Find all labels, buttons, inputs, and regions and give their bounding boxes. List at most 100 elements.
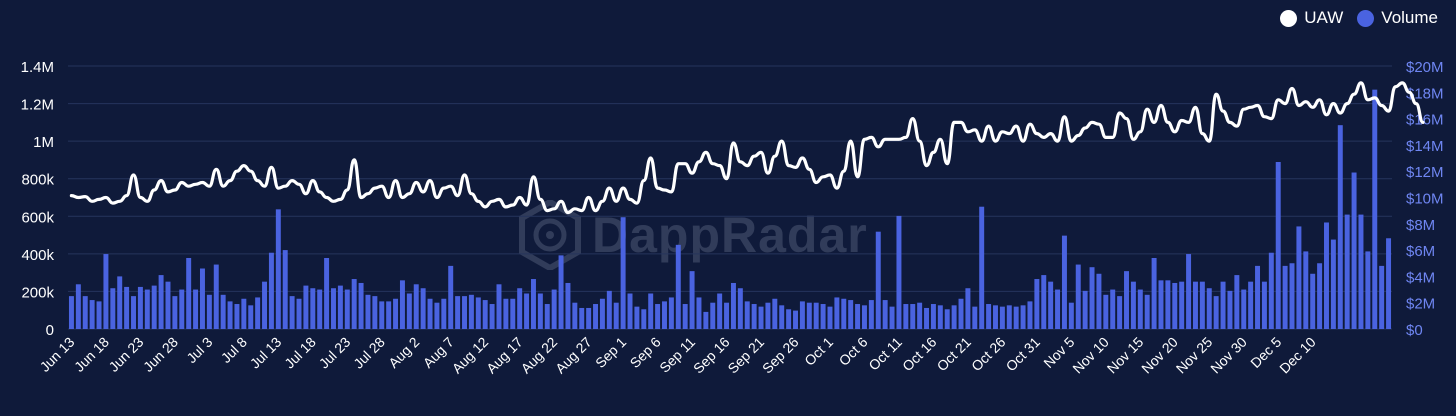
volume-bar bbox=[1330, 239, 1336, 329]
volume-bar bbox=[848, 300, 854, 329]
volume-bar bbox=[317, 289, 323, 329]
volume-bar bbox=[1296, 226, 1302, 329]
volume-bar bbox=[510, 298, 516, 329]
x-axis-tick-label: Dec 10 bbox=[1276, 334, 1319, 377]
x-axis-tick-label: Oct 11 bbox=[865, 334, 905, 374]
uaw-line bbox=[69, 81, 1425, 215]
legend-item-uaw[interactable]: UAW bbox=[1280, 8, 1343, 28]
volume-bar bbox=[786, 309, 792, 329]
volume-bar bbox=[358, 282, 364, 329]
volume-bar bbox=[917, 302, 923, 329]
volume-bar bbox=[1337, 125, 1343, 329]
x-axis-tick-label: Sep 11 bbox=[656, 334, 698, 376]
x-axis-tick-label: Sep 16 bbox=[690, 334, 733, 377]
volume-bar bbox=[1365, 251, 1371, 329]
x-axis-tick-label: Jul 3 bbox=[183, 334, 215, 366]
volume-bar bbox=[462, 296, 467, 329]
volume-legend-dot bbox=[1357, 9, 1375, 27]
volume-bar bbox=[1282, 265, 1288, 329]
volume-bar bbox=[1096, 273, 1102, 329]
volume-bar bbox=[331, 288, 336, 329]
volume-bar bbox=[1261, 281, 1267, 329]
volume-bar bbox=[875, 231, 881, 329]
volume-bar bbox=[641, 309, 647, 329]
legend-item-volume[interactable]: Volume bbox=[1357, 8, 1438, 28]
volume-bar bbox=[565, 282, 571, 329]
volume-bar bbox=[1248, 281, 1254, 329]
volume-bar bbox=[751, 304, 757, 329]
volume-bar bbox=[213, 264, 219, 329]
volume-bar bbox=[1172, 282, 1178, 329]
volume-bar bbox=[910, 304, 916, 329]
x-axis-tick-label: Oct 16 bbox=[899, 334, 940, 375]
volume-bar bbox=[662, 301, 667, 329]
volume-bar bbox=[441, 298, 447, 329]
volume-bar bbox=[813, 302, 819, 329]
volume-bar bbox=[799, 301, 805, 329]
volume-bar bbox=[979, 206, 985, 329]
volume-bar bbox=[1048, 281, 1054, 329]
volume-bar bbox=[827, 306, 833, 329]
volume-bar bbox=[1213, 296, 1219, 329]
volume-bar bbox=[606, 290, 612, 329]
volume-bar bbox=[420, 288, 426, 329]
volume-bar bbox=[268, 252, 274, 329]
volume-bar bbox=[186, 257, 192, 329]
volume-bar bbox=[820, 304, 826, 329]
x-axis-tick-label: Oct 31 bbox=[1003, 334, 1044, 375]
volume-bar bbox=[227, 301, 233, 329]
volume-bar bbox=[1275, 161, 1281, 329]
volume-bar bbox=[206, 294, 212, 329]
left-axis-tick-label: 0 bbox=[46, 322, 54, 339]
volume-bar bbox=[1151, 257, 1157, 329]
volume-bar bbox=[648, 293, 654, 329]
volume-bar bbox=[1055, 289, 1061, 329]
volume-bar bbox=[517, 288, 523, 329]
volume-bar bbox=[793, 310, 798, 329]
volume-bar bbox=[1344, 214, 1350, 329]
left-axis-tick-label: 1.4M bbox=[21, 59, 54, 76]
volume-bar bbox=[1289, 263, 1295, 329]
volume-bar bbox=[730, 282, 736, 329]
volume-bar bbox=[275, 209, 281, 329]
volume-bar bbox=[1020, 305, 1026, 329]
volume-bar bbox=[551, 289, 557, 329]
volume-bar bbox=[151, 285, 157, 329]
volume-bar bbox=[406, 293, 412, 329]
right-axis-tick-label: $0 bbox=[1406, 322, 1423, 339]
volume-bar bbox=[262, 281, 268, 329]
right-axis-tick-label: $8M bbox=[1406, 217, 1435, 234]
volume-bar bbox=[220, 294, 226, 329]
volume-bar bbox=[993, 305, 998, 329]
volume-bar bbox=[703, 311, 709, 329]
volume-bar bbox=[1041, 275, 1047, 329]
volume-bar bbox=[689, 271, 695, 329]
x-axis-tick-label: Sep 1 bbox=[592, 334, 629, 371]
volume-bar bbox=[455, 296, 461, 329]
volume-bar bbox=[179, 289, 185, 329]
volume-bar bbox=[724, 302, 730, 329]
volume-bar bbox=[482, 300, 488, 329]
volume-bar bbox=[379, 301, 385, 329]
volume-bar bbox=[544, 304, 550, 329]
volume-bar bbox=[1165, 280, 1171, 329]
volume-bar bbox=[772, 298, 778, 329]
volume-bar bbox=[89, 300, 95, 329]
volume-bar bbox=[475, 297, 481, 329]
x-axis-tick-label: Sep 21 bbox=[724, 334, 767, 377]
volume-bar bbox=[199, 268, 205, 329]
x-axis-tick-label: Oct 21 bbox=[934, 334, 975, 375]
volume-bar bbox=[282, 250, 288, 329]
left-axis-tick-label: 800k bbox=[21, 172, 54, 189]
volume-bar bbox=[696, 297, 702, 329]
volume-bar bbox=[1206, 288, 1212, 329]
volume-bar bbox=[882, 300, 888, 329]
volume-bar bbox=[841, 298, 847, 329]
volume-bar bbox=[758, 306, 764, 329]
volume-bar bbox=[137, 286, 143, 329]
volume-bar bbox=[337, 285, 343, 329]
volume-bar bbox=[110, 288, 116, 329]
volume-bar bbox=[310, 288, 316, 329]
x-axis-tick-label: Jul 23 bbox=[316, 334, 354, 372]
